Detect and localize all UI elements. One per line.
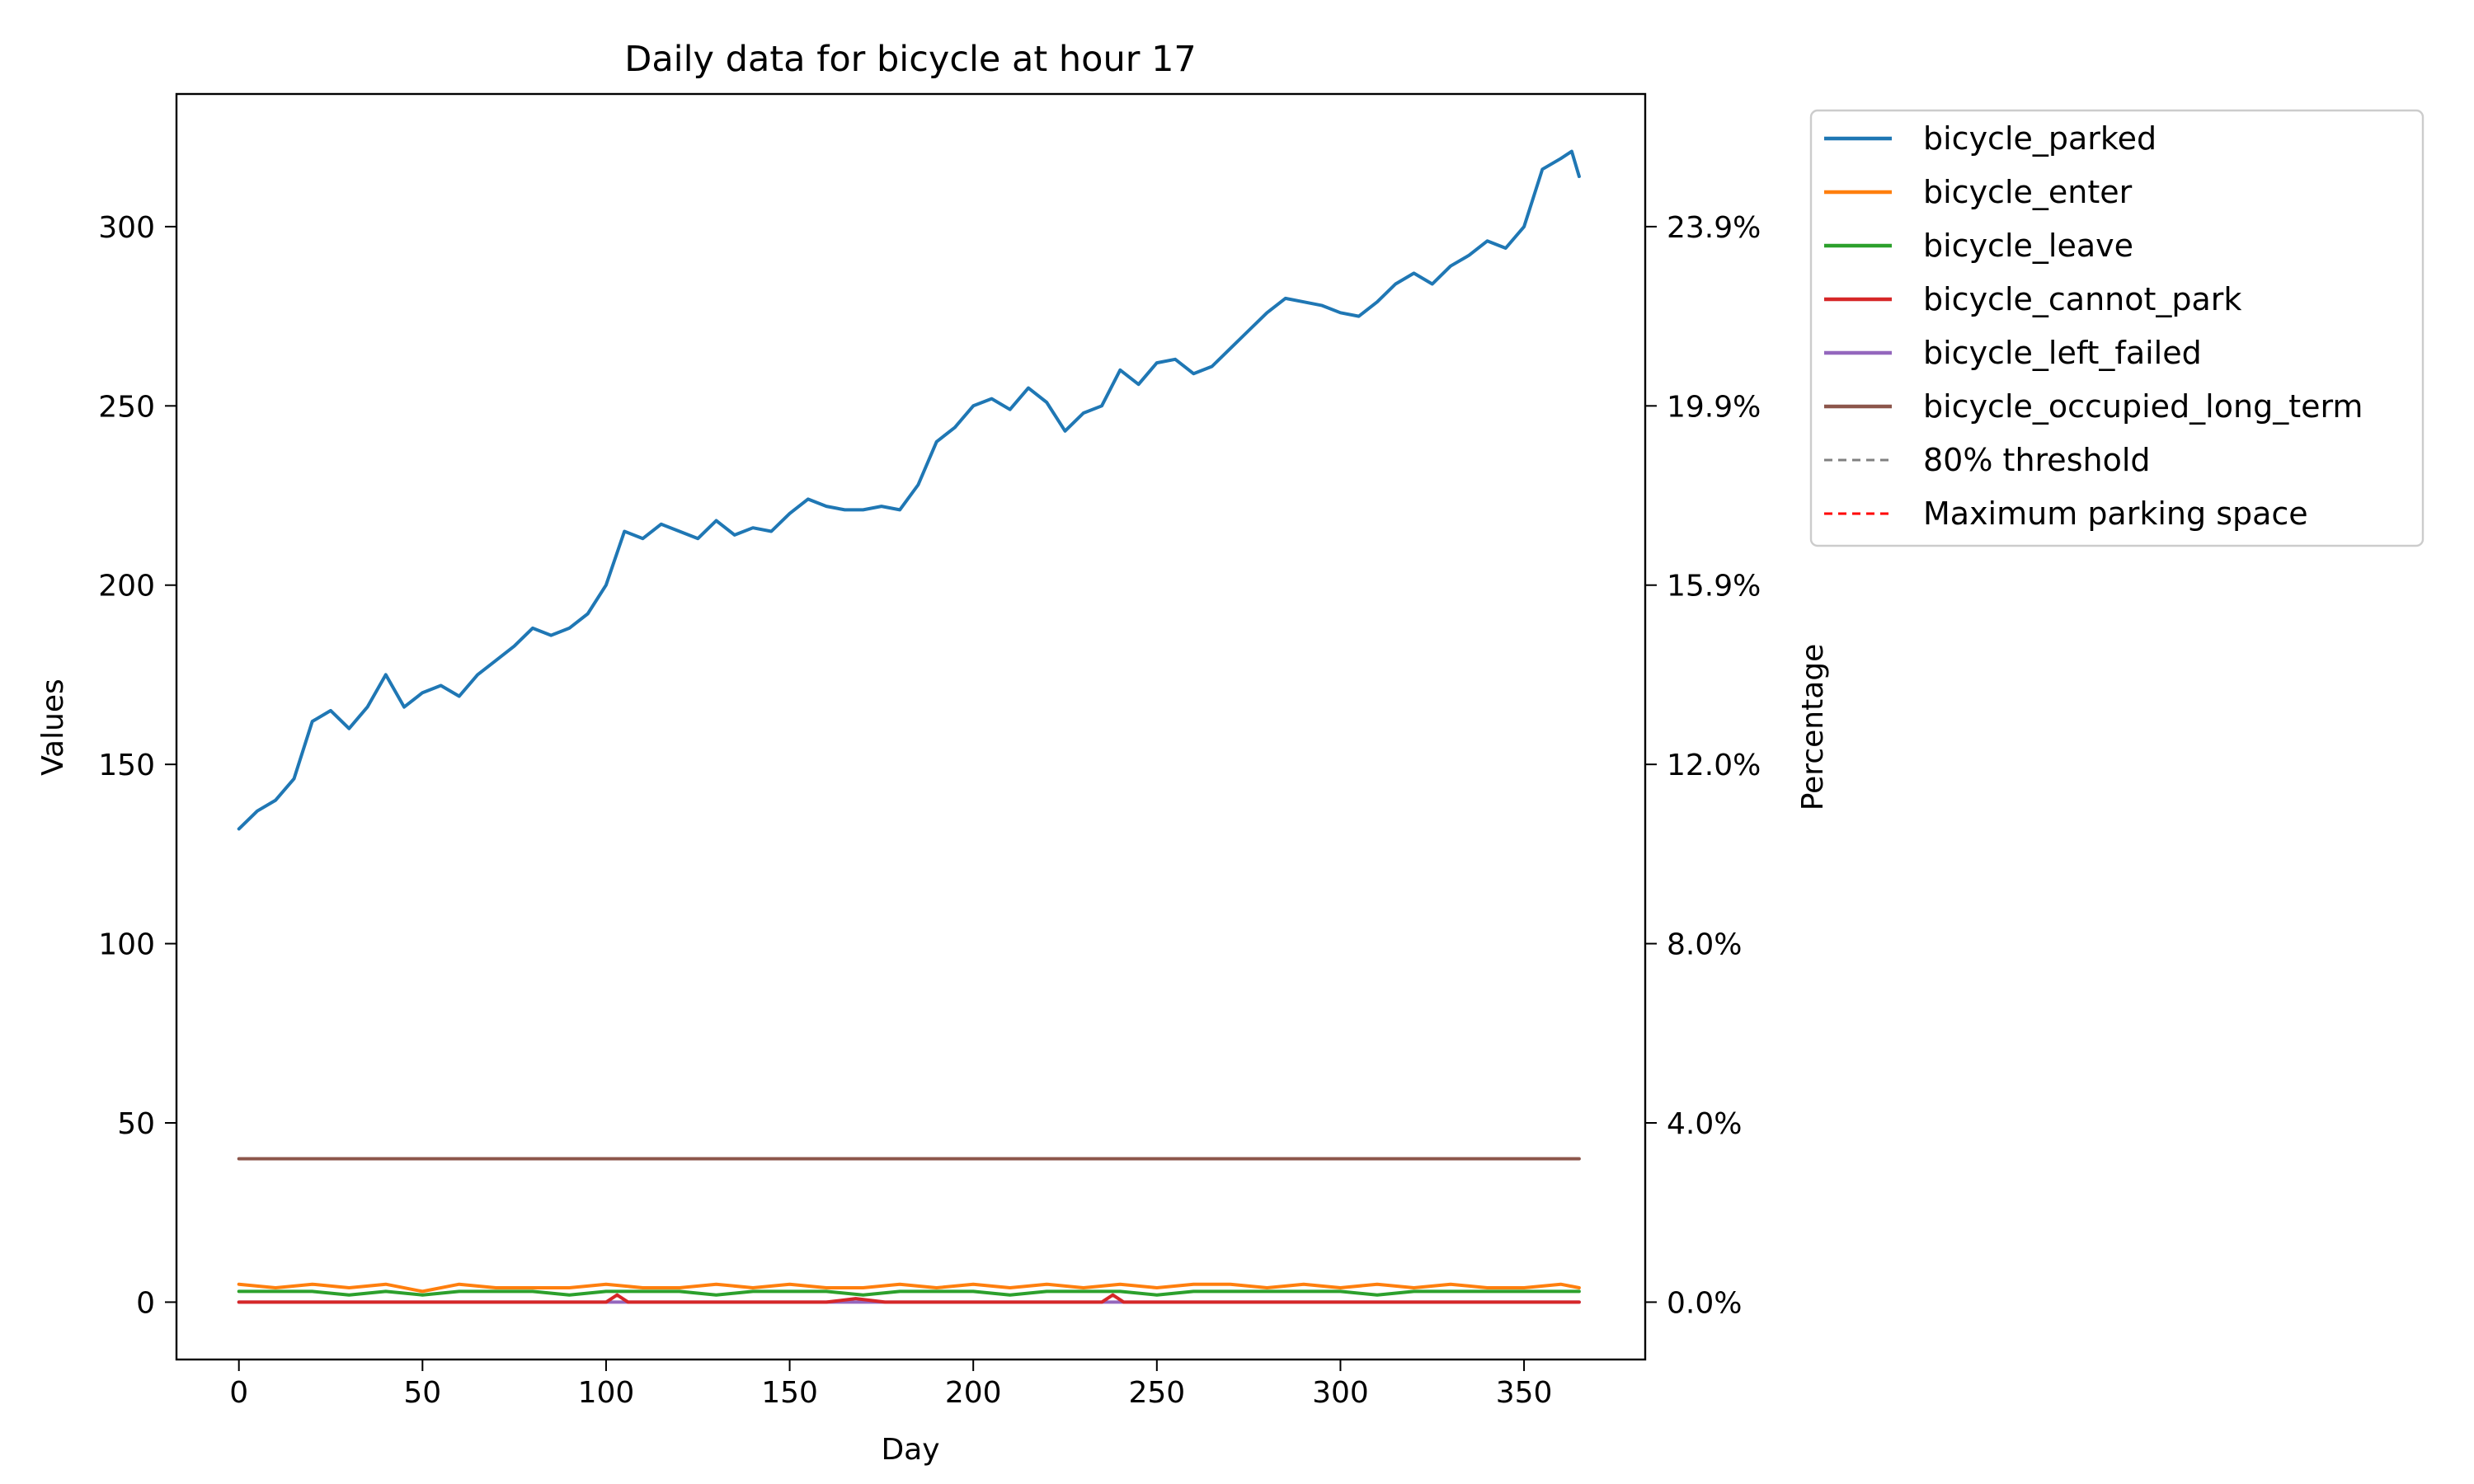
legend-label: bicycle_enter: [1923, 174, 2133, 210]
y2-axis-label: Percentage: [1796, 644, 1830, 811]
x-tick-label: 200: [945, 1376, 1002, 1410]
x-tick-label: 350: [1496, 1376, 1553, 1410]
y2-tick-label: 23.9%: [1667, 211, 1761, 245]
legend-label: bicycle_parked: [1923, 120, 2157, 157]
y2-tick-label: 12.0%: [1667, 749, 1761, 782]
y2-tick-label: 8.0%: [1667, 928, 1742, 962]
y2-tick-label: 15.9%: [1667, 570, 1761, 603]
plot-frame: [175, 92, 1647, 1361]
legend-label: bicycle_cannot_park: [1923, 281, 2241, 317]
x-tick-label: 100: [578, 1376, 635, 1410]
y-tick-label: 300: [98, 211, 155, 245]
y-tick-label: 250: [98, 390, 155, 424]
y2-axis: 0.0% 4.0% 8.0% 12.0% 15.9% 19.9% 23.9%: [1645, 211, 1761, 1320]
y-axis: 0 50 100 150 200 250 300: [98, 211, 176, 1320]
y-axis-label: Values: [36, 679, 70, 776]
series-line-bicycle-parked: [237, 149, 1581, 831]
y-tick-label: 200: [98, 570, 155, 603]
y2-tick-label: 4.0%: [1667, 1107, 1742, 1141]
y2-tick-label: 0.0%: [1667, 1286, 1742, 1320]
legend-label: 80% threshold: [1923, 442, 2151, 478]
y-tick-label: 100: [98, 928, 155, 962]
y-tick-label: 0: [136, 1286, 155, 1320]
x-axis: 0 50 100 150 200 250 300 350: [229, 1360, 1552, 1410]
series-line-bicycle-cannot-park: [237, 1293, 1581, 1304]
x-tick-label: 150: [761, 1376, 818, 1410]
chart-title: Daily data for bicycle at hour 17: [624, 39, 1197, 80]
series-line-bicycle-enter: [237, 1282, 1581, 1294]
x-tick-label: 50: [403, 1376, 441, 1410]
x-axis-label: Day: [881, 1433, 939, 1467]
y-tick-label: 150: [98, 749, 155, 782]
y-tick-label: 50: [117, 1107, 155, 1141]
legend-label: bicycle_left_failed: [1923, 335, 2202, 371]
legend-label: bicycle_leave: [1923, 228, 2133, 264]
legend: bicycle_parked bicycle_enter bicycle_leave…: [1809, 109, 2425, 547]
series-layer: [237, 149, 1581, 1304]
series-line-bicycle-leave: [237, 1289, 1581, 1297]
x-tick-label: 250: [1128, 1376, 1185, 1410]
legend-label: bicycle_occupied_long_term: [1923, 388, 2363, 425]
x-tick-label: 300: [1312, 1376, 1369, 1410]
legend-box: [1809, 109, 2425, 547]
x-tick-label: 0: [229, 1376, 248, 1410]
y2-tick-label: 19.9%: [1667, 390, 1761, 424]
legend-label: Maximum parking space: [1923, 495, 2308, 532]
